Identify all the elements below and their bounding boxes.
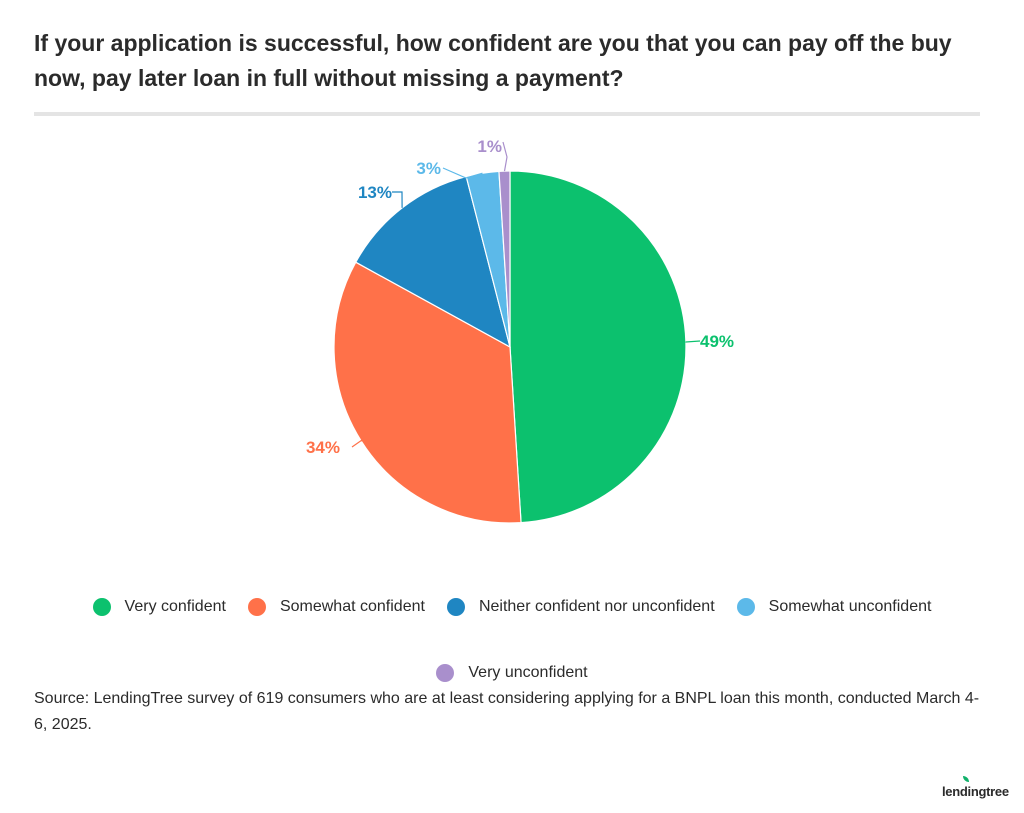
legend-label: Somewhat confident [279,598,425,615]
pie-slice-neither-confident-nor-unconfident [354,175,511,349]
legend-swatch-icon [446,598,465,616]
leader-line-very-confident [685,340,701,343]
data-label-neither-confident-nor-unconfident: 13% [358,183,392,202]
chart-title: If your application is successful, how c… [34,30,952,91]
legend-item-somewhat-confident: Somewhat confident [247,596,425,618]
data-label-somewhat-confident: 34% [306,438,340,457]
legend-item-neither-confident-nor-unconfident: Neither confident nor unconfident [446,596,715,618]
pie-slice-very-confident [509,170,687,524]
data-label-very-unconfident: 1% [477,137,502,156]
legend-swatch-icon [247,598,266,616]
legend-label: Somewhat unconfident [768,598,932,615]
legend-label: Very confident [124,598,226,615]
legend-label: Neither confident nor unconfident [478,598,715,615]
legend-swatch-icon [736,598,755,616]
source-note: Source: LendingTree survey of 619 consum… [34,690,980,733]
legend-item-somewhat-unconfident: Somewhat unconfident [736,596,932,618]
leader-line-very-unconfident [502,141,508,172]
legend-label: Very unconfident [468,664,588,681]
chart-legend: Very confident Somewhat confident Neither … [0,596,1024,684]
leader-line-neither-confident-nor-unconfident [392,191,403,208]
leader-line-somewhat-unconfident [442,167,483,179]
pie-chart: 49% 34% 13% 3% 1% [306,137,734,524]
data-label-somewhat-unconfident: 3% [416,159,441,178]
title-divider [34,112,980,116]
legend-swatch-icon [92,598,111,616]
data-label-very-confident: 49% [700,332,734,351]
legend-item-very-confident: Very confident [92,596,226,618]
legend-item-very-unconfident: Very unconfident [436,662,588,684]
legend-swatch-icon [436,664,455,682]
leader-line-somewhat-confident [351,438,364,448]
brand-logo: lendingtree [942,784,1009,799]
lendingtree-leaf-icon [963,776,969,782]
